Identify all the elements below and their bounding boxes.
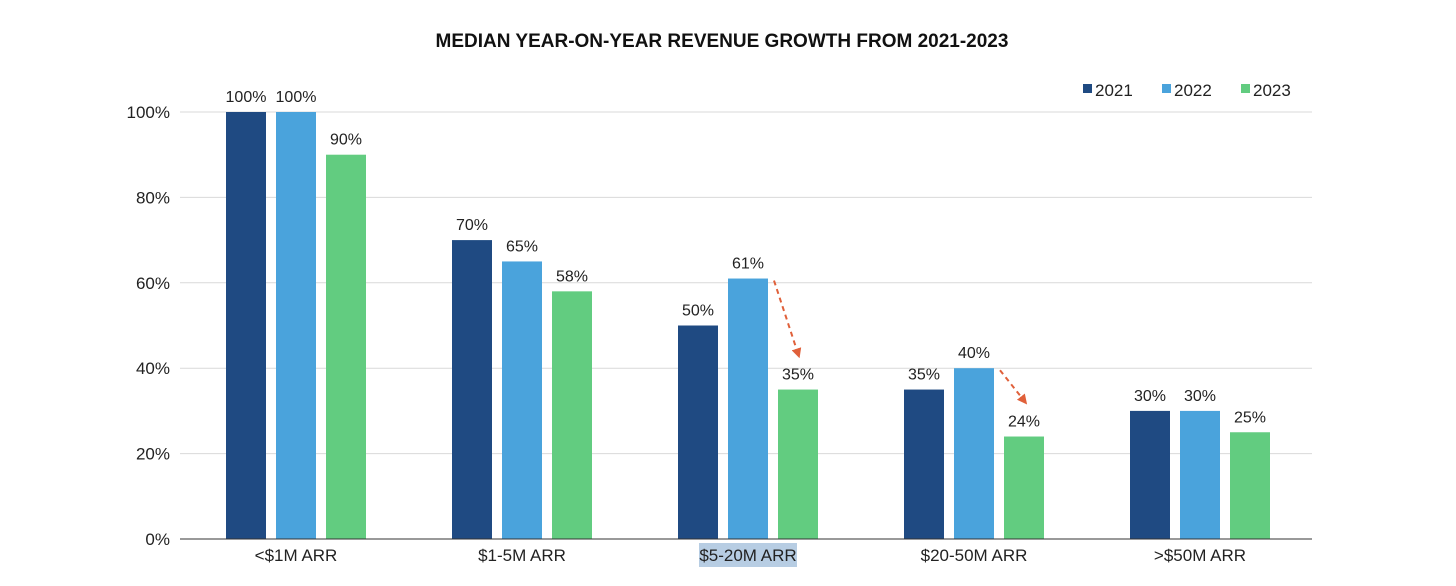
data-label: 24% [1008,414,1040,431]
data-label: 25% [1234,409,1266,426]
bar-2023-0 [326,154,366,539]
trend-arrow [773,280,802,359]
legend-swatch-2023 [1241,84,1250,93]
x-tick-label: $1-5M ARR [478,546,566,565]
data-label: 58% [556,268,588,285]
data-label: 50% [682,303,714,320]
x-tick-label: <$1M ARR [255,546,338,565]
x-tick-label: $5-20M ARR [699,546,796,565]
data-label: 100% [226,89,267,106]
bar-2021-3 [904,389,944,539]
bar-2023-2 [778,389,818,539]
y-tick-label: 80% [136,188,170,207]
trend-arrow [999,369,1028,405]
y-tick-label: 60% [136,274,170,293]
legend-swatch-2022 [1162,84,1171,93]
bar-2023-3 [1004,436,1044,539]
bar-2023-1 [552,291,592,539]
highlighted-category-box [699,543,797,567]
data-label: 35% [782,367,814,384]
legend-swatch-2021 [1083,84,1092,93]
data-label: 30% [1134,388,1166,405]
legend-label-2021: 2021 [1095,81,1133,100]
bar-2023-4 [1230,432,1270,539]
y-tick-label: 40% [136,359,170,378]
legend-label-2022: 2022 [1174,81,1212,100]
bar-2022-0 [276,112,316,539]
bar-2021-4 [1130,410,1170,539]
axes: 0% 20% 40% 60% 80% 100% <$1M ARR $1-5M ARR $5-20… [127,103,1312,565]
data-label: 70% [456,217,488,234]
bar-2021-2 [678,325,718,539]
data-label: 40% [958,345,990,362]
bar-2021-0 [226,112,266,539]
category-highlight [699,543,797,567]
legend: 2021 2022 2023 [1083,81,1291,100]
y-tick-label: 0% [145,530,170,549]
data-label: 61% [732,256,764,273]
bar-2022-1 [502,261,542,539]
bar-2022-3 [954,368,994,539]
annotations [773,280,1028,405]
y-tick-label: 20% [136,445,170,464]
data-label: 100% [276,89,317,106]
bars [226,112,1270,539]
bar-2022-2 [728,278,768,539]
data-label: 90% [330,132,362,149]
x-tick-label: $20-50M ARR [921,546,1028,565]
bar-2022-4 [1180,410,1220,539]
legend-label-2023: 2023 [1253,81,1291,100]
data-label: 65% [506,238,538,255]
data-label: 30% [1184,388,1216,405]
bar-2021-1 [452,240,492,539]
chart-title: MEDIAN YEAR-ON-YEAR REVENUE GROWTH FROM … [436,31,1009,52]
x-tick-label: >$50M ARR [1154,546,1246,565]
data-labels: 100% 70% 50% 35% 30% 100% 65% 61% 40% 30% 90% 58% 35… [226,89,1266,431]
y-tick-label: 100% [127,103,170,122]
data-label: 35% [908,367,940,384]
